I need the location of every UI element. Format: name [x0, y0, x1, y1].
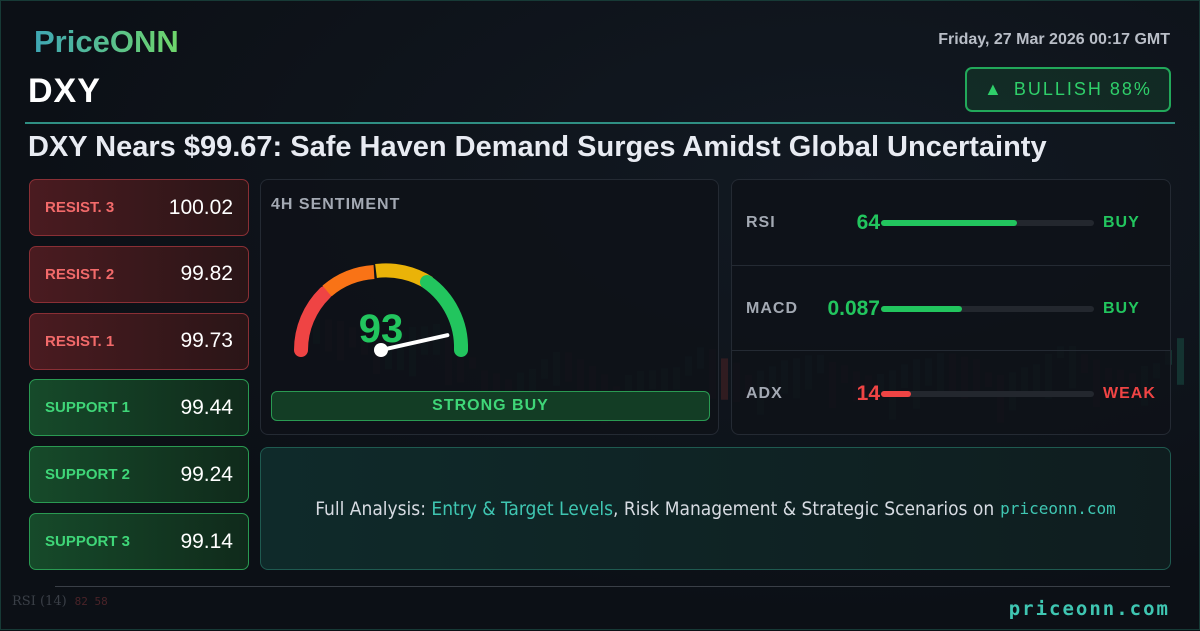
indicator-signal: WEAK [1103, 385, 1156, 403]
level-label: SUPPORT 2 [45, 466, 130, 483]
gauge-pivot [374, 343, 388, 357]
level-value: 99.73 [180, 329, 233, 353]
cta-highlight-link[interactable]: Entry & Target Levels [431, 498, 613, 520]
full-analysis-banner[interactable]: Full Analysis: Entry & Target Levels , R… [260, 447, 1171, 570]
indicator-bar-fill [881, 391, 911, 397]
level-value: 99.82 [180, 262, 233, 286]
headline: DXY Nears $99.67: Safe Haven Demand Surg… [28, 131, 1047, 164]
badge-label: BULLISH 88% [1014, 79, 1152, 100]
indicator-name: MACD [746, 300, 798, 318]
level-support-3: SUPPORT 3 99.14 [29, 513, 249, 570]
level-value: 99.44 [180, 396, 233, 420]
cta-site-link[interactable]: priceonn.com [1000, 499, 1116, 518]
bullish-badge: ▲ BULLISH 88% [965, 67, 1171, 112]
indicator-row-adx: ADX 14 WEAK [732, 350, 1170, 436]
background-rsi-label: RSI (14) 82 58 [12, 594, 108, 609]
level-label: RESIST. 3 [45, 199, 114, 216]
rsi-period: (14) [40, 594, 67, 609]
level-resistance-1: RESIST. 1 99.73 [29, 313, 249, 370]
level-label: SUPPORT 3 [45, 533, 130, 550]
rsi-label: RSI [12, 594, 36, 609]
indicator-bar [881, 306, 1094, 312]
indicators-card: RSI 64 BUY MACD 0.087 BUY ADX 14 WEAK [731, 179, 1171, 435]
indicator-bar-fill [881, 306, 962, 312]
gauge-segment-red [301, 293, 325, 350]
sentiment-gauge: 93 [261, 180, 720, 380]
cta-middle: , Risk Management & Strategic Scenarios … [613, 498, 994, 520]
indicator-name: ADX [746, 385, 783, 403]
level-label: RESIST. 2 [45, 266, 114, 283]
indicator-bar [881, 220, 1094, 226]
indicator-row-macd: MACD 0.087 BUY [732, 265, 1170, 351]
cta-prefix: Full Analysis: [315, 498, 431, 520]
sentiment-card: 4H SENTIMENT 93 STRONG BUY [260, 179, 719, 435]
indicator-signal: BUY [1103, 300, 1140, 318]
indicator-bar [881, 391, 1094, 397]
rsi-values: 82 58 [75, 595, 108, 608]
level-value: 99.24 [180, 463, 233, 487]
indicator-name: RSI [746, 214, 776, 232]
priceonn-logo: PriceONN [34, 24, 179, 60]
ticker-symbol: DXY [28, 72, 101, 111]
background-candle [1177, 338, 1184, 385]
level-resistance-2: RESIST. 2 99.82 [29, 246, 249, 303]
level-support-2: SUPPORT 2 99.24 [29, 446, 249, 503]
level-label: SUPPORT 1 [45, 399, 130, 416]
sentiment-verdict: STRONG BUY [271, 391, 710, 421]
level-label: RESIST. 1 [45, 333, 114, 350]
level-support-1: SUPPORT 1 99.44 [29, 379, 249, 436]
triangle-up-icon: ▲ [984, 79, 1004, 100]
header-divider [25, 122, 1175, 124]
gauge-segment-orange [327, 272, 374, 291]
footer-divider [55, 586, 1170, 587]
indicator-value: 0.087 [827, 297, 880, 321]
level-value: 99.14 [180, 530, 233, 554]
level-value: 100.02 [169, 196, 233, 220]
indicator-value: 64 [857, 211, 880, 235]
background-candle [721, 358, 728, 399]
indicator-value: 14 [857, 382, 880, 406]
indicator-row-rsi: RSI 64 BUY [732, 180, 1170, 266]
level-resistance-3: RESIST. 3 100.02 [29, 179, 249, 236]
footer-site[interactable]: priceonn.com [1009, 598, 1170, 620]
timestamp: Friday, 27 Mar 2026 00:17 GMT [938, 31, 1170, 49]
indicator-signal: BUY [1103, 214, 1140, 232]
indicator-bar-fill [881, 220, 1017, 226]
